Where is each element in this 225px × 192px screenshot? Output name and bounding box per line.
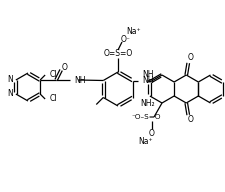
Text: O: O	[187, 116, 192, 124]
Text: O⁻: O⁻	[121, 35, 130, 44]
Text: Cl: Cl	[50, 70, 57, 79]
Text: O: O	[187, 54, 192, 63]
Text: O: O	[61, 64, 67, 73]
Text: NH: NH	[142, 76, 153, 85]
Text: Na⁺: Na⁺	[138, 137, 153, 146]
Text: Cl: Cl	[50, 94, 57, 103]
Text: Na⁺: Na⁺	[126, 27, 141, 36]
Text: N: N	[7, 75, 13, 84]
Text: O: O	[148, 128, 154, 137]
Text: N: N	[7, 89, 13, 98]
Text: O=S=O: O=S=O	[103, 49, 132, 57]
Text: NH: NH	[142, 70, 153, 79]
Text: ⁻O–S=O: ⁻O–S=O	[131, 114, 160, 120]
Text: NH₂: NH₂	[140, 99, 155, 108]
Text: NH: NH	[74, 76, 85, 85]
